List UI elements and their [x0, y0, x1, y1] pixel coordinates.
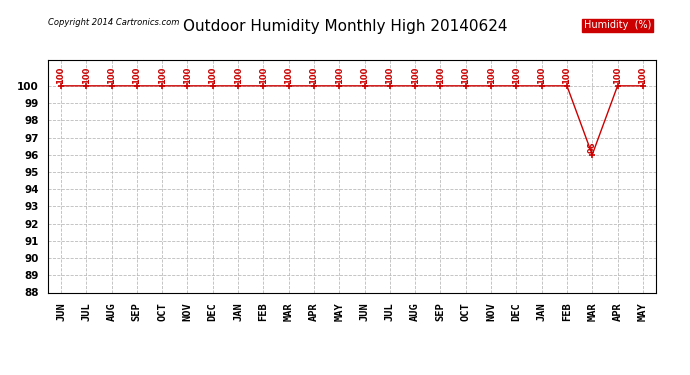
Text: 1: 1: [638, 21, 643, 30]
Text: 100: 100: [157, 67, 167, 84]
Text: 100: 100: [57, 67, 66, 84]
Text: 100: 100: [436, 67, 445, 84]
Text: 100: 100: [385, 67, 395, 84]
Text: 100: 100: [335, 67, 344, 84]
Text: 100: 100: [461, 67, 471, 84]
Text: 100: 100: [233, 67, 243, 84]
Text: Outdoor Humidity Monthly High 20140624: Outdoor Humidity Monthly High 20140624: [183, 19, 507, 34]
Text: 100: 100: [284, 67, 293, 84]
Text: 100: 100: [183, 67, 192, 84]
Text: 100: 100: [107, 67, 116, 84]
Text: 100: 100: [613, 67, 622, 84]
Text: 100: 100: [486, 67, 495, 84]
Text: 100: 100: [81, 67, 91, 84]
Text: 100: 100: [562, 67, 571, 84]
Text: 100: 100: [360, 67, 369, 84]
Text: Copyright 2014 Cartronics.com: Copyright 2014 Cartronics.com: [48, 18, 179, 27]
Text: 100: 100: [309, 67, 319, 84]
Text: 100: 100: [208, 67, 217, 84]
Text: 100: 100: [411, 67, 420, 84]
Text: 96: 96: [588, 141, 597, 153]
Text: 100: 100: [132, 67, 141, 84]
Text: 100: 100: [537, 67, 546, 84]
Text: 100: 100: [259, 67, 268, 84]
Text: 100: 100: [638, 67, 647, 84]
Text: Humidity  (%): Humidity (%): [584, 21, 651, 30]
Text: 100: 100: [512, 67, 521, 84]
